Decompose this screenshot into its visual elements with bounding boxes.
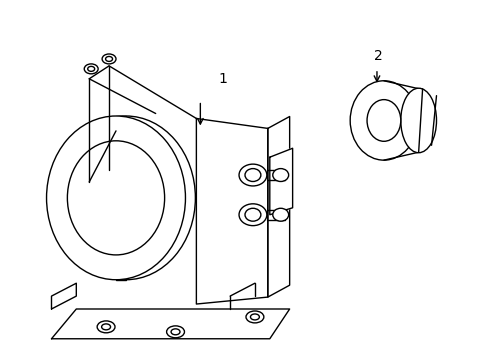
Polygon shape [267,117,289,297]
Ellipse shape [84,64,98,74]
Ellipse shape [166,326,184,338]
Ellipse shape [87,66,95,71]
Ellipse shape [102,54,116,64]
Ellipse shape [272,208,288,221]
Ellipse shape [349,81,417,160]
Ellipse shape [239,204,266,226]
Ellipse shape [239,164,266,186]
Ellipse shape [272,168,288,181]
Polygon shape [269,148,292,215]
Polygon shape [196,118,267,304]
Ellipse shape [250,314,259,320]
Ellipse shape [244,208,260,221]
Ellipse shape [67,141,164,255]
Text: 1: 1 [218,72,226,86]
Ellipse shape [245,311,264,323]
Text: 2: 2 [373,49,382,63]
Ellipse shape [244,168,260,181]
Ellipse shape [46,116,185,280]
Polygon shape [51,309,289,339]
Ellipse shape [56,116,195,280]
Polygon shape [51,283,76,309]
Ellipse shape [97,321,115,333]
Ellipse shape [102,324,110,330]
Ellipse shape [400,88,436,153]
Ellipse shape [105,57,112,62]
Ellipse shape [366,100,400,141]
Ellipse shape [171,329,180,335]
